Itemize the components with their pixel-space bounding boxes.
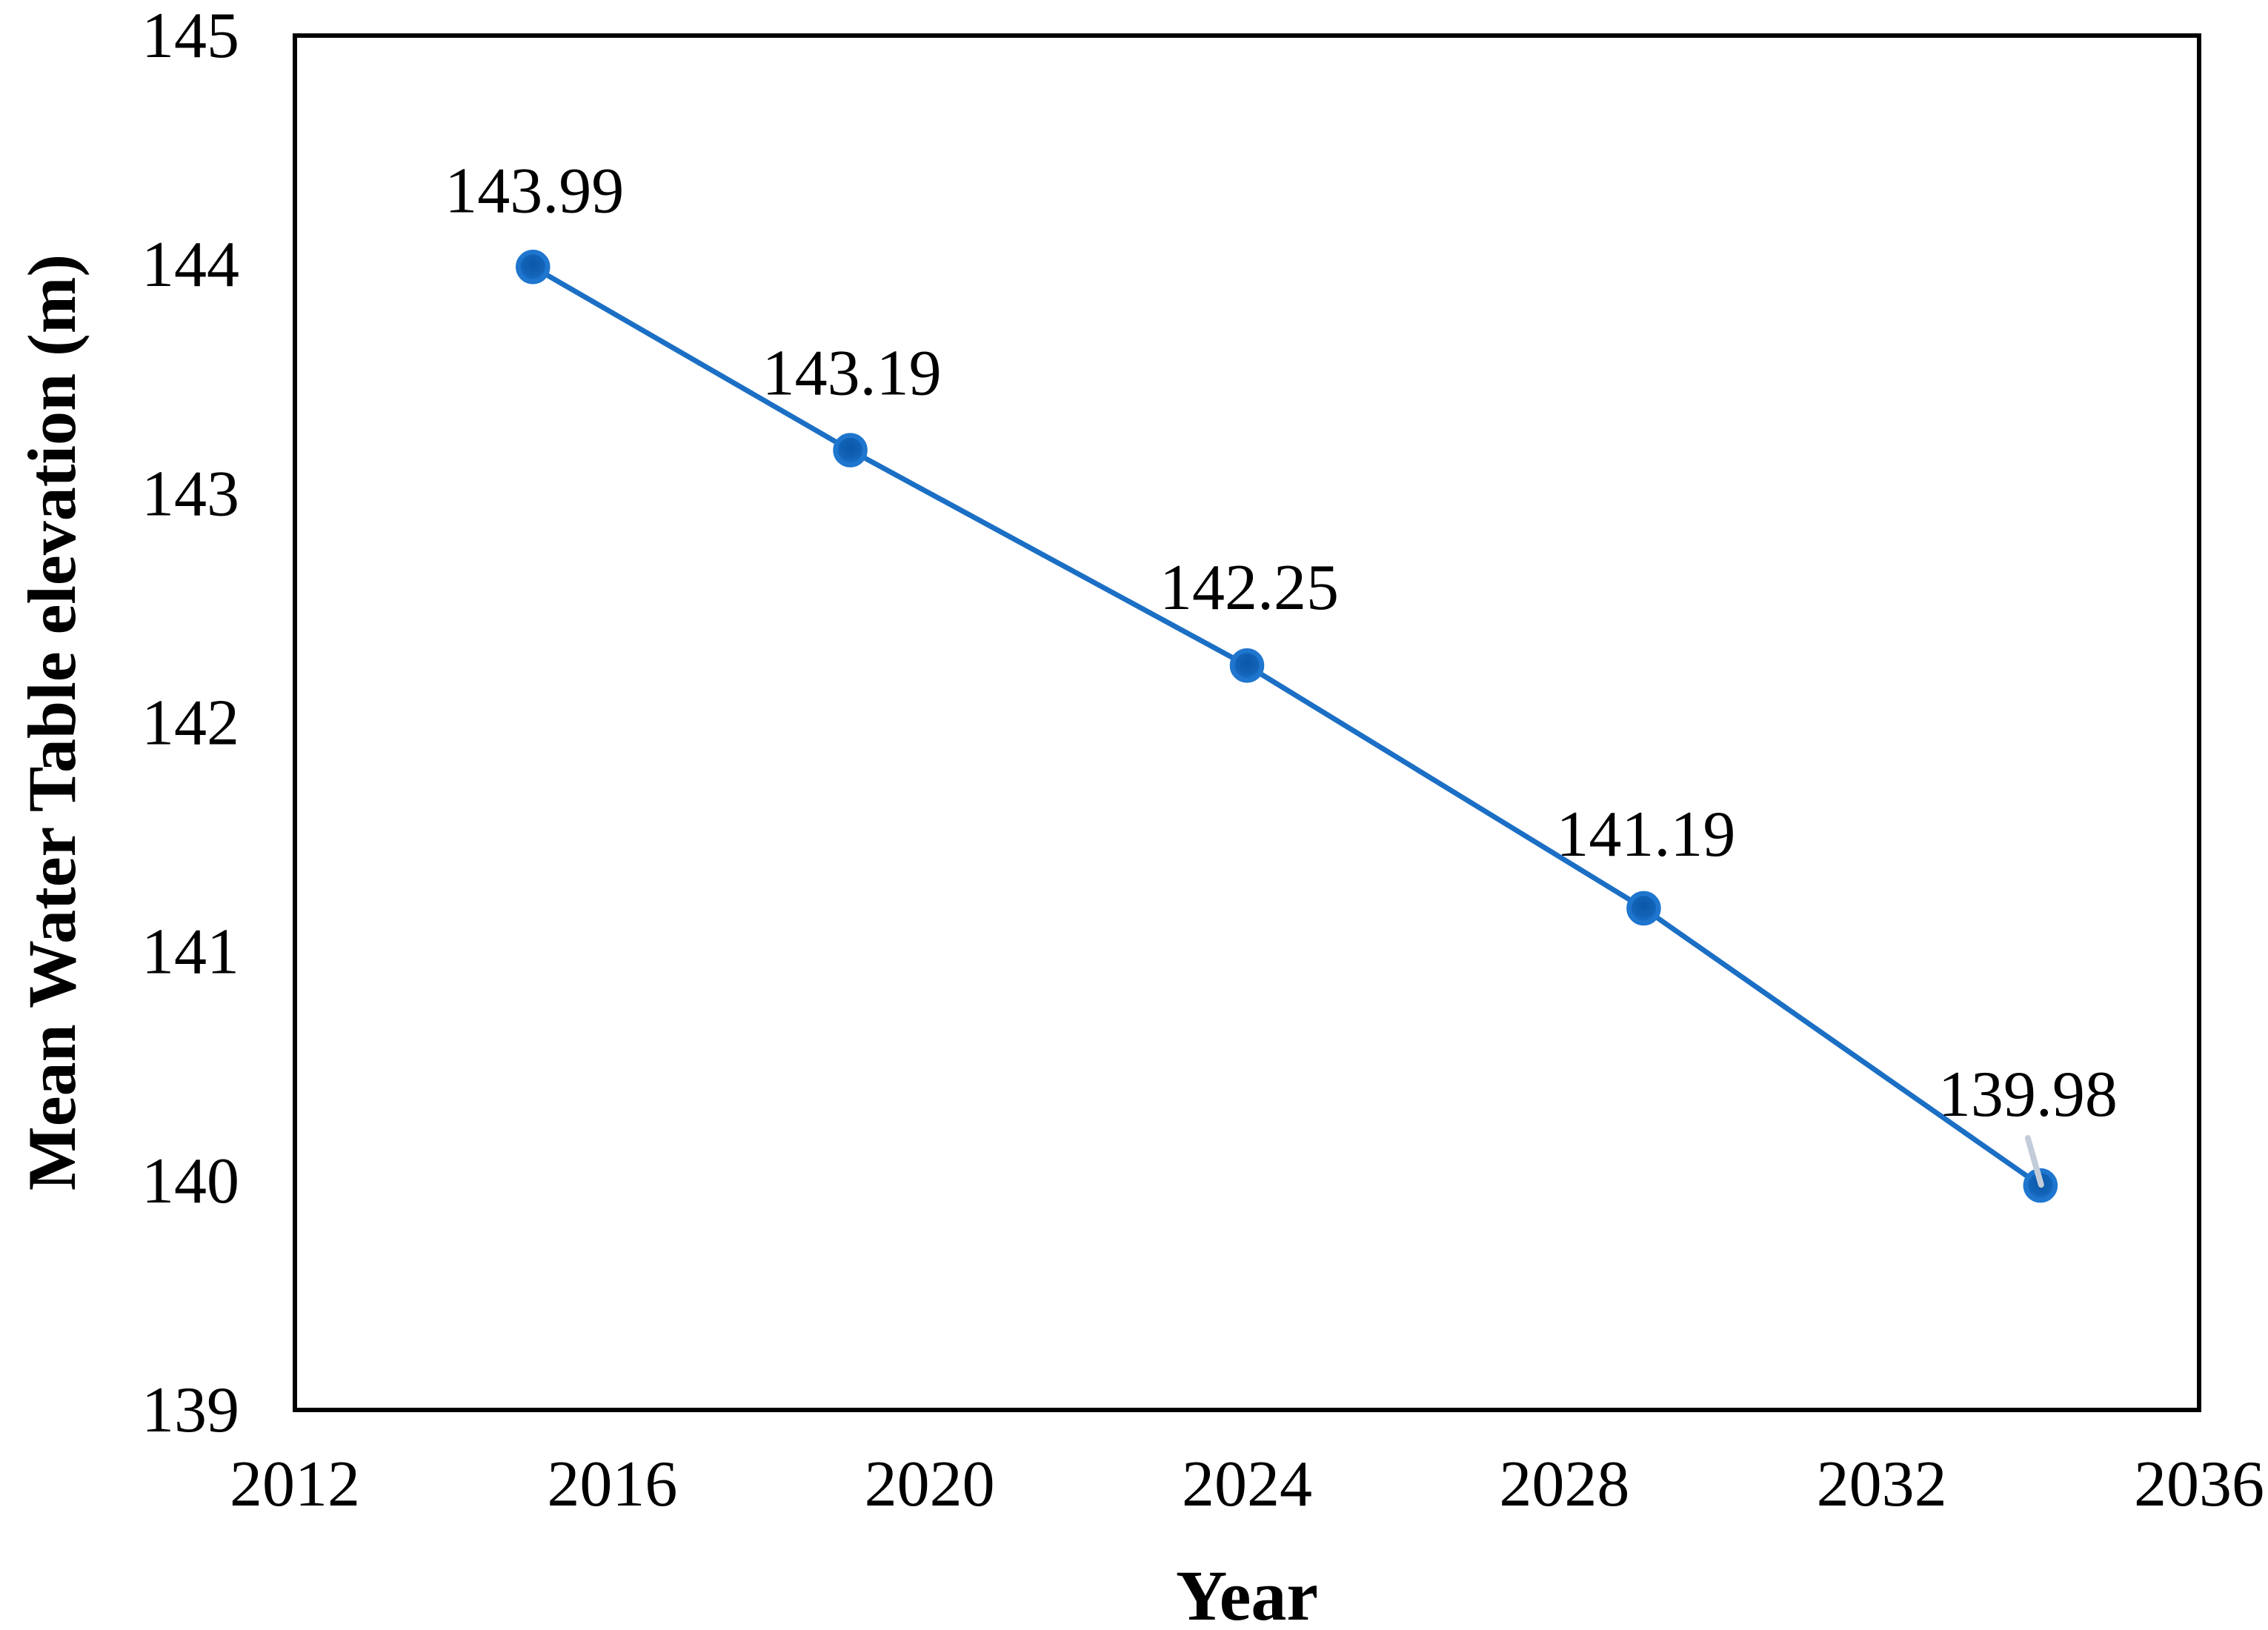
- data-point-label: 143.19: [762, 338, 942, 410]
- data-point-marker: [1229, 648, 1265, 683]
- x-tick-label: 2036: [2134, 1448, 2264, 1520]
- data-point-label: 142.25: [1160, 552, 1339, 624]
- y-tick-label: 142: [142, 688, 239, 759]
- x-tick-label: 2020: [865, 1448, 995, 1520]
- x-tick-label: 2016: [547, 1448, 677, 1520]
- data-series-line: [530, 264, 2043, 1188]
- x-tick-label: 2024: [1182, 1448, 1312, 1520]
- x-tick-label: 2032: [1817, 1448, 1947, 1520]
- y-tick-label: 144: [142, 229, 239, 301]
- y-tick-label: 141: [142, 917, 239, 988]
- y-tick-label: 139: [142, 1374, 239, 1446]
- data-point-marker: [1626, 891, 1661, 926]
- y-tick-label: 143: [142, 458, 239, 530]
- x-tick-label: 2012: [230, 1448, 360, 1520]
- data-point-marker: [833, 433, 868, 468]
- data-point-label: 139.98: [1938, 1059, 2118, 1131]
- label-leader-line: [2024, 1135, 2044, 1188]
- data-point-marker: [516, 250, 551, 285]
- y-tick-label: 145: [142, 0, 239, 72]
- x-axis-title: Year: [1176, 1556, 1318, 1630]
- x-tick-label: 2028: [1499, 1448, 1629, 1520]
- data-point-label: 143.99: [445, 155, 624, 227]
- y-axis-title: Mean Water Table elevation (m): [14, 253, 90, 1191]
- y-tick-label: 140: [142, 1145, 239, 1217]
- data-point-label: 141.19: [1556, 799, 1735, 871]
- plot-border: [293, 33, 2201, 1412]
